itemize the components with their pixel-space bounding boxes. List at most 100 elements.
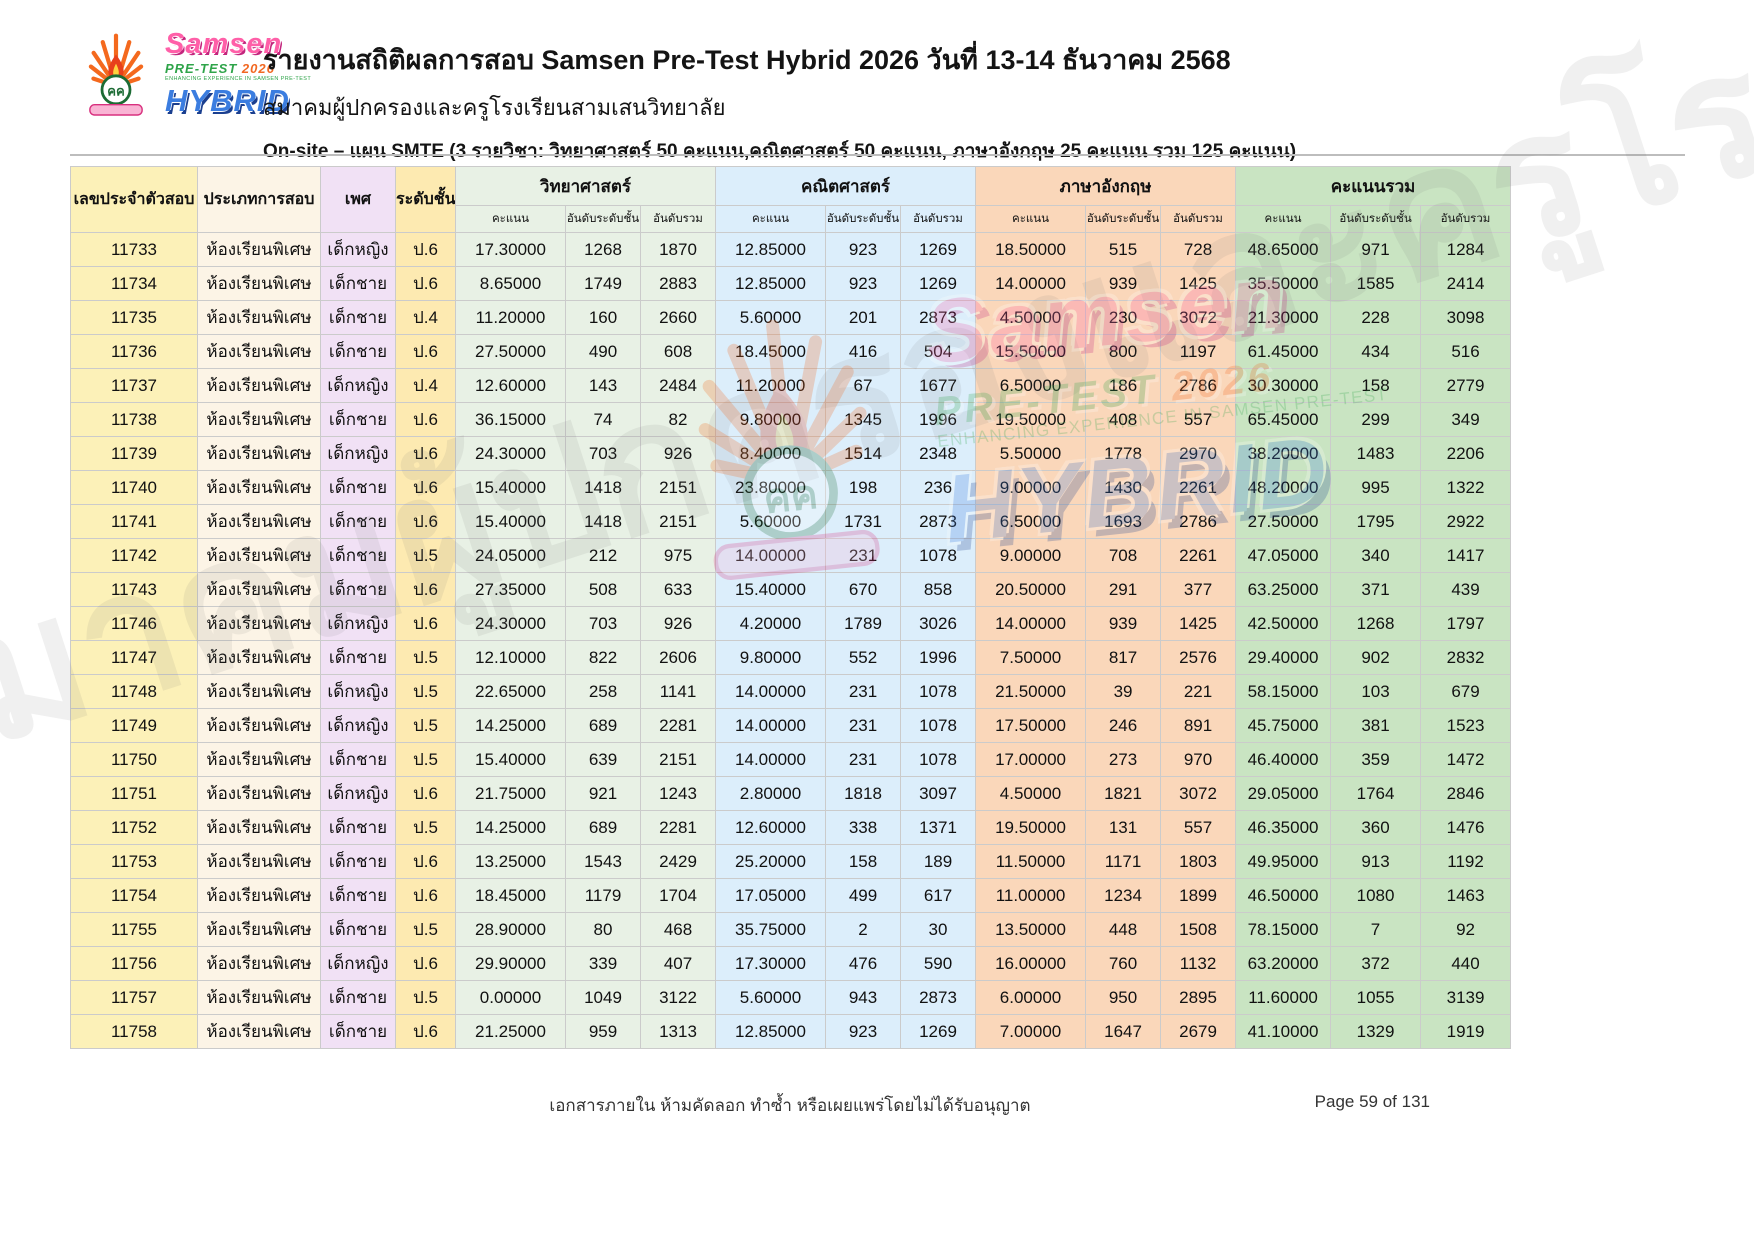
- cell: 959: [565, 1014, 641, 1049]
- cell: 17.30000: [455, 232, 566, 267]
- cell: 27.50000: [455, 334, 566, 369]
- cell: 39: [1085, 674, 1162, 709]
- cell: 407: [640, 946, 716, 981]
- cell: 9.00000: [975, 538, 1087, 573]
- cell: 9.80000: [715, 402, 826, 437]
- cell: 617: [899, 878, 977, 913]
- cell: 975: [640, 538, 716, 573]
- cell: 21.75000: [455, 776, 566, 811]
- cell: 13.25000: [455, 844, 566, 879]
- cell: 921: [565, 776, 641, 811]
- cell: ห้องเรียนพิเศษ: [197, 436, 321, 471]
- cell: 2786: [1160, 368, 1237, 403]
- cell: 46.50000: [1235, 878, 1332, 913]
- cell: 703: [565, 436, 641, 471]
- cell: 1731: [825, 504, 901, 539]
- cell: เด็กชาย: [320, 572, 396, 607]
- cell: 2970: [1160, 436, 1237, 471]
- cell: 2660: [640, 300, 716, 335]
- cell: 11735: [70, 300, 198, 335]
- cell: 939: [1085, 606, 1162, 641]
- cell: 490: [565, 334, 641, 369]
- cell: 63.20000: [1235, 946, 1332, 981]
- cell: 2883: [640, 266, 716, 301]
- cell: 1269: [899, 232, 977, 267]
- cell: 504: [899, 334, 977, 369]
- cell: 82: [640, 402, 716, 437]
- cell: 6.50000: [975, 504, 1087, 539]
- cell: 2.80000: [715, 776, 826, 811]
- cell: 14.00000: [715, 674, 826, 709]
- cell: 30: [899, 912, 977, 947]
- cell: 1764: [1330, 776, 1422, 811]
- cell: 508: [565, 572, 641, 607]
- cell: 372: [1330, 946, 1422, 981]
- cell: 408: [1085, 402, 1162, 437]
- subject-group-header: วิทยาศาสตร์: [455, 166, 716, 206]
- cell: 35.75000: [715, 912, 826, 947]
- cell: 46.35000: [1235, 810, 1332, 845]
- cell: 42.50000: [1235, 606, 1332, 641]
- cell: 12.60000: [455, 368, 566, 403]
- table-row: 11736 ห้องเรียนพิเศษ เด็กชาย ป.6 27.50000 490…: [70, 334, 1512, 369]
- cell: 1996: [899, 402, 977, 437]
- cell: 36.15000: [455, 402, 566, 437]
- cell: 1425: [1160, 266, 1237, 301]
- cell: 1870: [640, 232, 716, 267]
- cell: 11.00000: [975, 878, 1087, 913]
- cell: เด็กหญิง: [320, 708, 396, 743]
- plan-line: On-site – แผน SMTE (3 รายวิชา: วิทยาศาสต…: [263, 141, 1297, 162]
- table-row: 11753 ห้องเรียนพิเศษ เด็กชาย ป.6 13.25000 154…: [70, 844, 1512, 879]
- sub-col-header: อันดับรวม: [1160, 205, 1237, 233]
- cell: เด็กชาย: [320, 640, 396, 675]
- cell: 11742: [70, 538, 198, 573]
- table-row: 11751 ห้องเรียนพิเศษ เด็กหญิง ป.6 21.75000 92…: [70, 776, 1512, 811]
- cell: เด็กหญิง: [320, 232, 396, 267]
- cell: 103: [1330, 674, 1422, 709]
- cell: 30.30000: [1235, 368, 1332, 403]
- cell: 20.50000: [975, 572, 1087, 607]
- table-row: 11734 ห้องเรียนพิเศษ เด็กชาย ป.6 8.65000 1749…: [70, 266, 1512, 301]
- cell: 1523: [1420, 708, 1512, 743]
- cell: ป.6: [395, 402, 456, 437]
- cell: 1078: [899, 708, 977, 743]
- cell: 434: [1330, 334, 1422, 369]
- cell: 339: [565, 946, 641, 981]
- cell: 3097: [899, 776, 977, 811]
- cell: 291: [1085, 572, 1162, 607]
- cell: 2895: [1160, 980, 1237, 1015]
- cell: 18.45000: [715, 334, 826, 369]
- results-table: เลขประจำตัวสอบ ประเภทการสอบ เพศ ระดับชั้น วิ…: [70, 166, 1512, 1049]
- cell: 3098: [1420, 300, 1512, 335]
- cell: เด็กชาย: [320, 538, 396, 573]
- cell: 158: [825, 844, 901, 879]
- cell: 19.50000: [975, 402, 1087, 437]
- cell: 1197: [1160, 334, 1237, 369]
- cell: ป.6: [395, 504, 456, 539]
- cell: 11733: [70, 232, 198, 267]
- cell: 186: [1085, 368, 1162, 403]
- cell: 1919: [1420, 1014, 1512, 1049]
- cell: 14.25000: [455, 708, 566, 743]
- cell: ห้องเรียนพิเศษ: [197, 844, 321, 879]
- cell: 800: [1085, 334, 1162, 369]
- cell: 4.50000: [975, 300, 1087, 335]
- cell: เด็กหญิง: [320, 436, 396, 471]
- cell: 11748: [70, 674, 198, 709]
- cell: 12.85000: [715, 232, 826, 267]
- sub-col-header: อันดับรวม: [1420, 205, 1512, 233]
- table-row: 11737 ห้องเรียนพิเศษ เด็กหญิง ป.4 12.60000 14…: [70, 368, 1512, 403]
- sub-col-header: คะแนน: [715, 205, 826, 233]
- cell: 228: [1330, 300, 1422, 335]
- cell: 950: [1085, 980, 1162, 1015]
- cell: 201: [825, 300, 901, 335]
- cell: 49.95000: [1235, 844, 1332, 879]
- cell: 5.60000: [715, 504, 826, 539]
- cell: 12.85000: [715, 266, 826, 301]
- cell: 5.50000: [975, 436, 1087, 471]
- cell: 11746: [70, 606, 198, 641]
- cell: 2206: [1420, 436, 1512, 471]
- cell: 1778: [1085, 436, 1162, 471]
- cell: ป.5: [395, 538, 456, 573]
- logo-hybrid-word: HYBRID: [165, 83, 290, 119]
